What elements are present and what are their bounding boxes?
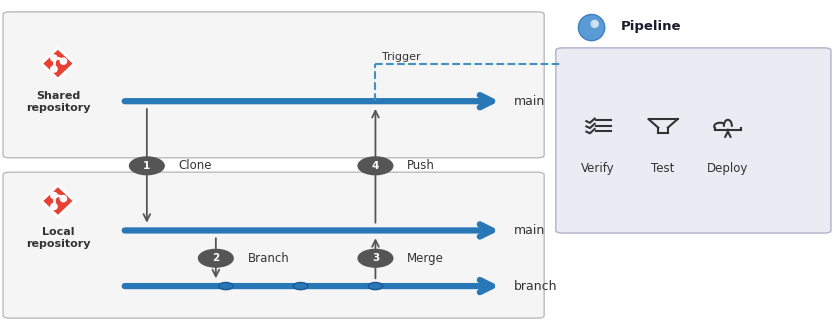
Text: 2: 2 <box>212 253 219 263</box>
Text: Clone: Clone <box>178 159 212 172</box>
Text: Deploy: Deploy <box>707 162 749 175</box>
Ellipse shape <box>590 20 599 28</box>
Text: Test: Test <box>651 162 675 175</box>
Text: 3: 3 <box>372 253 379 263</box>
Ellipse shape <box>358 249 393 267</box>
Text: Local
repository: Local repository <box>26 227 90 249</box>
Polygon shape <box>42 48 74 79</box>
Text: Merge: Merge <box>407 252 444 265</box>
Text: Shared
repository: Shared repository <box>26 91 90 113</box>
FancyBboxPatch shape <box>555 48 831 233</box>
Text: Verify: Verify <box>581 162 615 175</box>
Text: 1: 1 <box>143 161 150 171</box>
Ellipse shape <box>60 196 67 202</box>
Ellipse shape <box>51 55 57 61</box>
Text: Push: Push <box>407 159 435 172</box>
FancyBboxPatch shape <box>3 12 544 158</box>
Text: branch: branch <box>514 280 557 293</box>
Ellipse shape <box>51 192 57 199</box>
Ellipse shape <box>358 157 393 175</box>
Ellipse shape <box>368 282 383 290</box>
Text: Branch: Branch <box>248 252 289 265</box>
Text: Pipeline: Pipeline <box>620 20 681 33</box>
Ellipse shape <box>219 282 233 290</box>
Ellipse shape <box>579 15 605 41</box>
Ellipse shape <box>198 249 234 267</box>
Text: main: main <box>514 224 545 237</box>
Ellipse shape <box>51 66 57 72</box>
Text: 4: 4 <box>372 161 379 171</box>
Ellipse shape <box>294 282 308 290</box>
Polygon shape <box>42 185 74 217</box>
Text: main: main <box>514 95 545 108</box>
FancyBboxPatch shape <box>3 172 544 318</box>
Text: Trigger: Trigger <box>382 51 420 62</box>
Ellipse shape <box>51 203 57 210</box>
Polygon shape <box>589 33 595 40</box>
Ellipse shape <box>129 157 164 175</box>
Ellipse shape <box>60 58 67 64</box>
